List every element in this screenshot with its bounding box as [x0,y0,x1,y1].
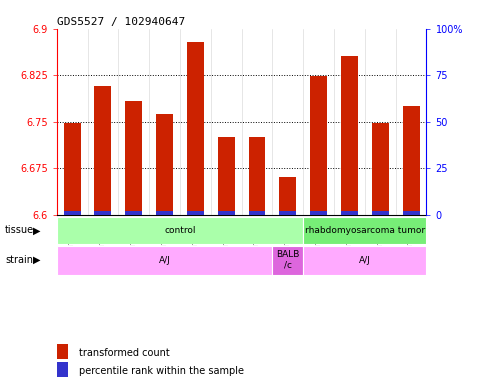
Bar [57,344,68,359]
Bar [125,211,142,215]
Text: control: control [164,226,196,235]
Text: ▶: ▶ [33,255,41,265]
Text: GDS5527 / 102940647: GDS5527 / 102940647 [57,17,185,26]
Bar [187,211,204,215]
Text: A/J: A/J [159,256,171,265]
Text: strain: strain [5,255,33,265]
Text: BALB
/c: BALB /c [276,250,299,270]
Bar [248,137,265,215]
Bar [341,211,358,215]
Bar [272,246,303,275]
Bar [125,101,142,215]
Text: transformed count: transformed count [79,348,170,358]
Bar [57,362,68,377]
Bar [310,76,327,215]
Bar [248,211,265,215]
Bar [64,211,80,215]
Bar [64,123,80,215]
Bar [403,106,420,215]
Text: rhabdomyosarcoma tumor: rhabdomyosarcoma tumor [305,226,425,235]
Bar [57,217,303,244]
Bar [218,211,235,215]
Text: ▶: ▶ [33,225,41,235]
Bar [372,123,388,215]
Bar [95,211,111,215]
Bar [57,246,272,275]
Bar [280,211,296,215]
Bar [303,217,426,244]
Text: percentile rank within the sample: percentile rank within the sample [79,366,244,376]
Text: A/J: A/J [359,256,371,265]
Text: tissue: tissue [5,225,34,235]
Bar [310,211,327,215]
Bar [156,114,173,215]
Bar [303,246,426,275]
Bar [156,211,173,215]
Bar [218,137,235,215]
Bar [187,43,204,215]
Bar [372,211,388,215]
Bar [95,86,111,215]
Bar [341,56,358,215]
Bar [280,177,296,215]
Bar [403,211,420,215]
